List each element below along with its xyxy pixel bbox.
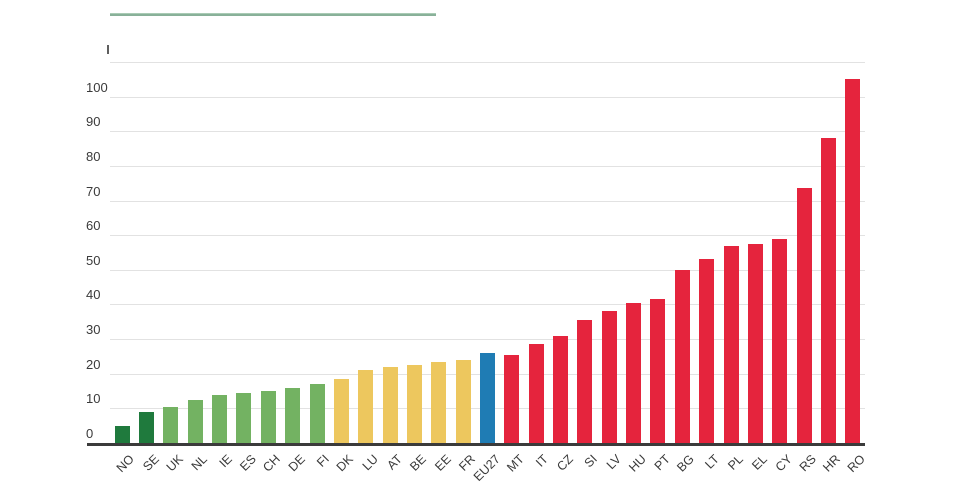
x-axis-label-LU: LU <box>359 452 381 474</box>
bar-ES <box>236 392 252 443</box>
y-axis-label-70: 70 <box>86 184 101 199</box>
bar-FI <box>309 384 325 443</box>
bar-CZ <box>553 335 569 443</box>
bar-EU27 <box>480 352 495 443</box>
bar-DE <box>285 387 301 443</box>
x-axis-label-BE: BE <box>407 452 430 474</box>
gridline-30 <box>110 339 865 340</box>
x-axis-label-IT: IT <box>533 452 552 470</box>
x-axis-label-ES: ES <box>237 452 259 474</box>
x-axis-label-DK: DK <box>334 452 357 475</box>
x-axis-label-LV: LV <box>604 452 625 473</box>
x-axis-label-CY: CY <box>772 452 795 475</box>
x-axis-label-PT: PT <box>651 452 673 474</box>
x-axis-label-RO: RO <box>844 452 868 476</box>
x-axis-line <box>87 443 865 446</box>
bar-MT <box>504 354 520 443</box>
y-axis-label-90: 90 <box>86 114 101 129</box>
y-axis-label-0: 0 <box>86 426 94 441</box>
x-axis-label-HU: HU <box>625 452 649 475</box>
bar-HU <box>626 302 642 443</box>
bar-NO <box>114 425 130 443</box>
x-axis-label-IE: IE <box>216 452 235 471</box>
x-axis-label-LT: LT <box>702 452 722 472</box>
x-axis-label-EE: EE <box>431 452 454 474</box>
x-axis-label-CH: CH <box>260 452 284 475</box>
y-axis-label-50: 50 <box>86 253 101 268</box>
bar-BE <box>406 365 422 443</box>
x-axis-label-BG: BG <box>674 452 698 475</box>
bar-HR <box>820 138 836 443</box>
bar-BG <box>674 269 690 443</box>
y-axis-top-tick <box>107 45 109 54</box>
bar-LV <box>601 311 617 443</box>
y-axis-label-10: 10 <box>86 391 101 406</box>
x-axis-label-RS: RS <box>796 452 820 475</box>
gridline-90 <box>110 131 865 132</box>
gridline-70 <box>110 201 865 202</box>
gridline-60 <box>110 235 865 236</box>
x-axis-label-EL: EL <box>749 452 771 473</box>
gridline-50 <box>110 270 865 271</box>
bar-DK <box>333 378 349 443</box>
gridline-80 <box>110 166 865 167</box>
bar-SI <box>577 320 593 443</box>
bar-PT <box>650 299 666 443</box>
bar-EE <box>431 361 447 443</box>
x-axis-label-MT: MT <box>504 452 527 475</box>
bar-CH <box>260 391 276 443</box>
gridline-110 <box>110 62 865 63</box>
bar-RS <box>796 188 812 443</box>
y-axis-label-80: 80 <box>86 149 101 164</box>
x-axis-label-NO: NO <box>113 452 138 476</box>
bar-UK <box>163 406 179 443</box>
x-axis-label-AT: AT <box>384 452 405 473</box>
bar-IT <box>528 344 544 443</box>
x-axis-label-EU27: EU27 <box>470 452 503 485</box>
y-axis-label-100: 100 <box>86 80 108 95</box>
bar-LT <box>699 259 715 443</box>
accent-line <box>110 13 436 16</box>
x-axis-label-SI: SI <box>581 452 600 471</box>
bar-LU <box>358 370 374 443</box>
x-axis-label-DE: DE <box>285 452 308 475</box>
x-axis-label-SE: SE <box>139 452 162 474</box>
bar-SE <box>139 411 155 443</box>
x-axis-label-HR: HR <box>820 452 844 475</box>
bar-NL <box>187 399 203 443</box>
bar-FR <box>455 359 471 443</box>
gridline-100 <box>110 97 865 98</box>
y-axis-label-30: 30 <box>86 322 101 337</box>
bar-IE <box>212 394 228 443</box>
x-axis-label-PL: PL <box>725 452 746 473</box>
gridline-40 <box>110 304 865 305</box>
y-axis-label-60: 60 <box>86 218 101 233</box>
bar-CY <box>772 238 788 443</box>
y-axis-label-40: 40 <box>86 287 101 302</box>
bar-EL <box>747 243 763 443</box>
y-axis-label-20: 20 <box>86 357 101 372</box>
bar-RO <box>845 79 861 443</box>
x-axis-label-CZ: CZ <box>553 452 576 474</box>
x-axis-label-FI: FI <box>314 452 332 470</box>
bar-AT <box>382 366 398 443</box>
x-axis-label-NL: NL <box>188 452 211 474</box>
bar-PL <box>723 245 739 443</box>
x-axis-label-UK: UK <box>163 452 186 475</box>
